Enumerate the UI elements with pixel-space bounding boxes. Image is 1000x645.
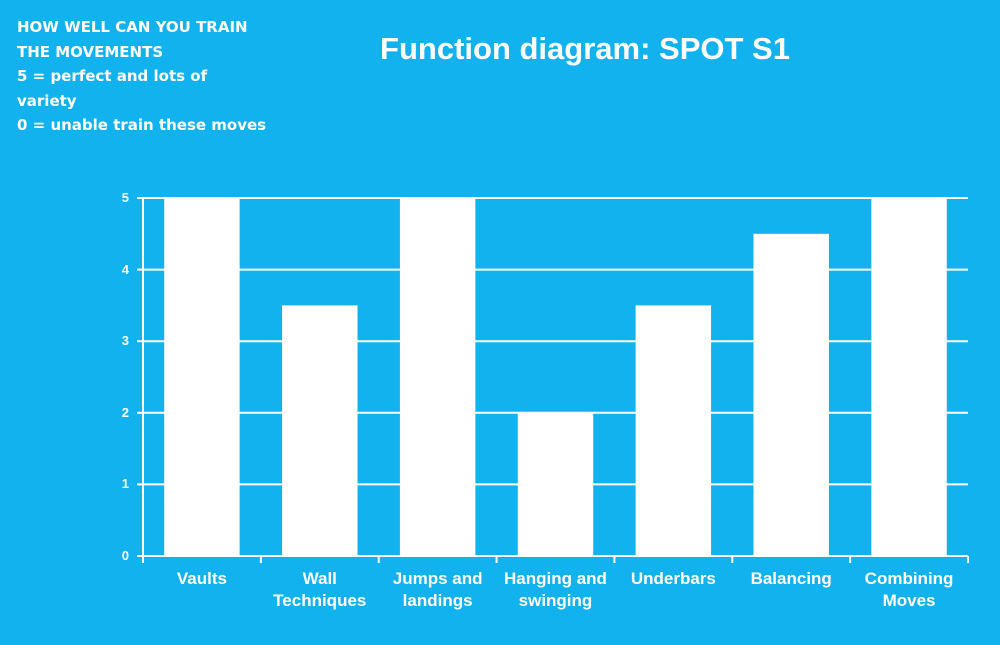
annotation-line: 0 = unable train these moves xyxy=(17,116,267,134)
bar xyxy=(517,412,594,556)
y-tick-label: 0 xyxy=(121,548,129,563)
x-tick-label: Jumps and landings xyxy=(392,569,483,610)
bar xyxy=(399,198,476,556)
x-tick-label: Vaults xyxy=(176,569,227,588)
bar xyxy=(282,305,358,556)
y-tick-label: 3 xyxy=(121,333,129,349)
y-tick-label: 4 xyxy=(121,261,129,277)
x-tick-label: Combining Moves xyxy=(864,569,954,610)
x-tick-label: Hanging and swinging xyxy=(504,569,607,610)
annotation-line: 5 = perfect and lots of variety xyxy=(17,67,208,110)
x-tick-label: Underbars xyxy=(630,569,716,588)
bar xyxy=(164,198,240,556)
y-tick-label: 1 xyxy=(121,476,129,492)
x-tick-label: Wall Techniques xyxy=(273,569,367,610)
bar xyxy=(871,198,947,556)
y-tick-label: 2 xyxy=(121,404,129,420)
x-tick-label: Balancing xyxy=(750,569,832,588)
y-tick-label: 5 xyxy=(121,190,129,205)
bar xyxy=(753,233,829,557)
bar xyxy=(635,305,712,556)
annotation: HOW WELL CAN YOU TRAIN THE MOVEMENTS 5 = … xyxy=(17,15,267,138)
annotation-line: HOW WELL CAN YOU TRAIN THE MOVEMENTS xyxy=(17,18,248,61)
chart-title: Function diagram: SPOT S1 xyxy=(380,31,790,66)
